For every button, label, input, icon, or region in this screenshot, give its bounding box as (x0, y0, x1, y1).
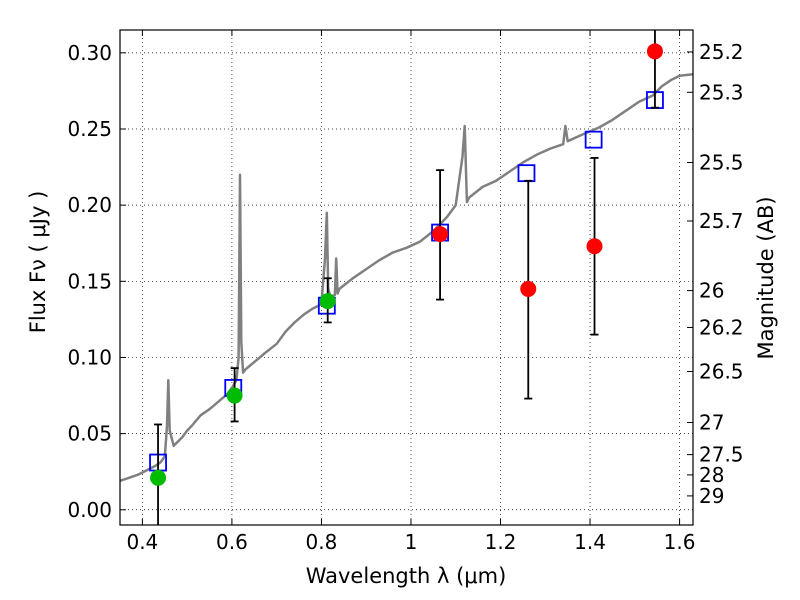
data-layer (119, 30, 694, 525)
mag-tick-label: 25.7 (699, 209, 744, 233)
y-tick-label: 0.05 (67, 422, 112, 446)
mag-tick-label: 26.5 (699, 359, 744, 383)
plot-frame (119, 29, 694, 526)
mag-tick-label: 27.5 (699, 443, 744, 467)
mag-tick-label: 28 (699, 463, 724, 487)
y-tick-label: 0.20 (67, 193, 112, 217)
mag-tick-label: 26.2 (699, 315, 744, 339)
y-tick-label: 0.25 (67, 117, 112, 141)
x-tick-label: 0.4 (126, 530, 158, 554)
mag-tick-label: 25.5 (699, 151, 744, 175)
red-data-point (586, 238, 603, 255)
ticks: 0.4 0.6 0.8 1 1.2 1.4 1.6 0.00 0.05 0.10 0.15 0.20 0… (67, 30, 744, 554)
grid-lines (120, 30, 693, 525)
model-photometry-square (584, 130, 603, 149)
x-tick-label: 1 (405, 530, 418, 554)
y-axis-label: Flux Fν ( μJy ) (26, 191, 50, 334)
x-tick-label: 1.4 (574, 530, 606, 554)
mag-tick-label: 25.2 (699, 40, 744, 64)
x-tick-label: 1.6 (664, 530, 696, 554)
y-tick-label: 0.15 (67, 269, 112, 293)
red-data-point (520, 280, 537, 297)
x-tick-label: 0.6 (216, 530, 248, 554)
mag-tick-label: 26 (699, 279, 724, 303)
y-tick-label: 0.00 (67, 498, 112, 522)
x-axis-label: Wavelength λ (μm) (306, 564, 507, 588)
green-data-point (150, 469, 167, 486)
y2-axis-label: Magnitude (AB) (754, 196, 778, 359)
red-data-point (646, 43, 663, 60)
y-tick-label: 0.10 (67, 345, 112, 369)
y-tick-label: 0.30 (67, 41, 112, 65)
plot-background (120, 30, 693, 525)
green-data-point (226, 387, 243, 404)
x-tick-label: 0.8 (306, 530, 338, 554)
mag-tick-label: 25.3 (699, 80, 744, 104)
model-spectrum-line (119, 72, 694, 482)
red-data-point (432, 226, 449, 243)
mag-tick-label: 29 (699, 484, 724, 508)
mag-tick-label: 27 (699, 410, 724, 434)
green-data-point (319, 293, 336, 310)
x-tick-label: 1.2 (485, 530, 517, 554)
